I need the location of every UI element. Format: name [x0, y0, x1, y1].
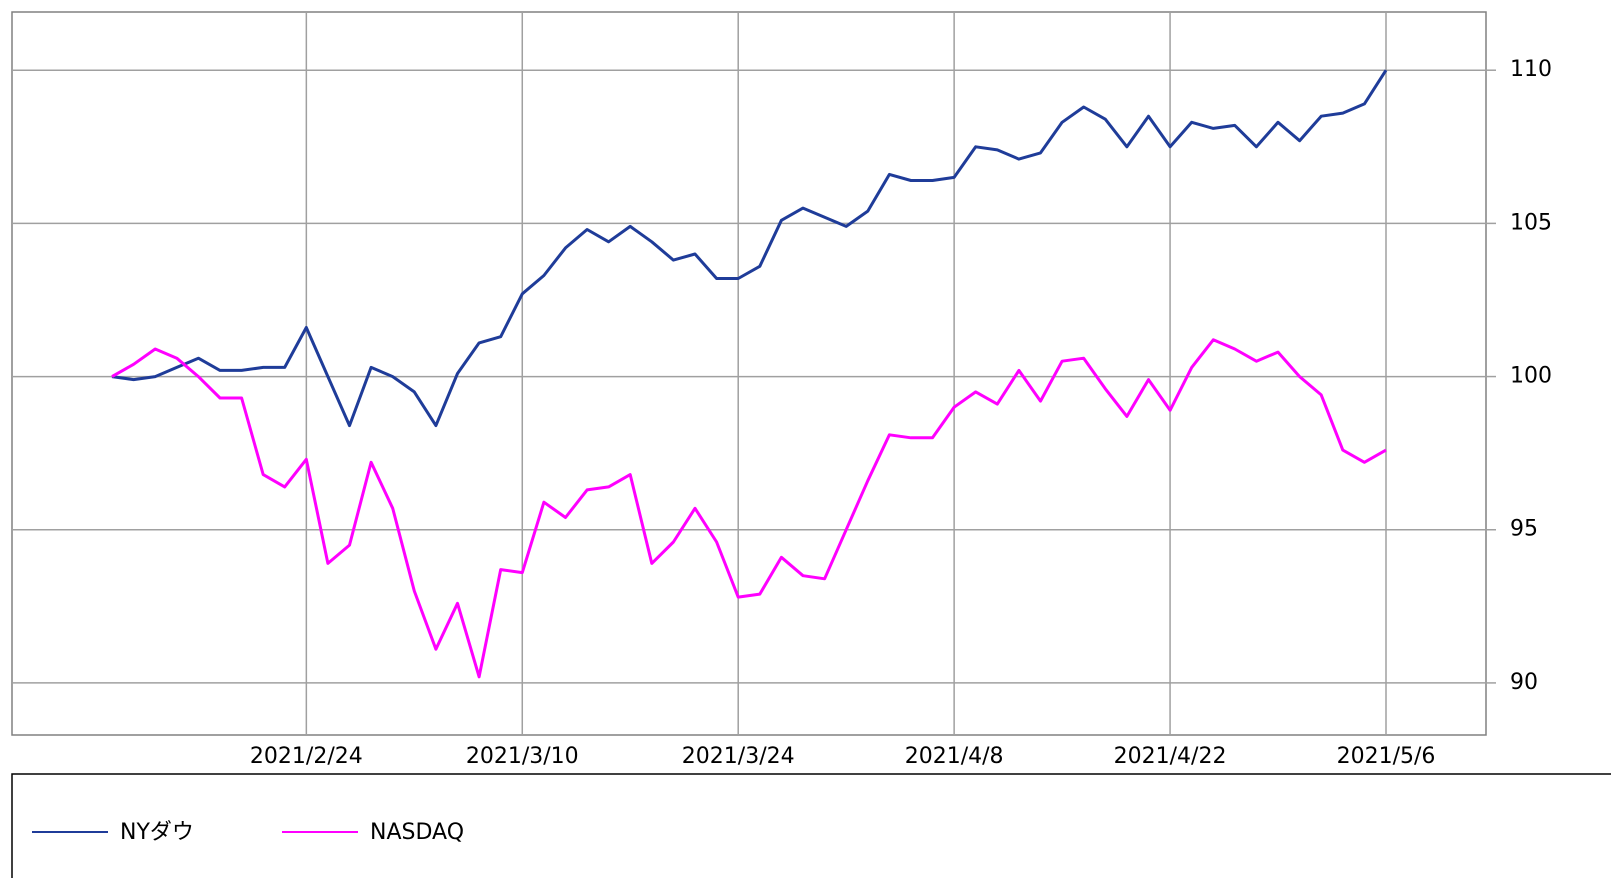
legend-box	[11, 773, 1611, 882]
x-tick-label: 2021/3/24	[682, 744, 795, 769]
y-tick-label: 90	[1510, 670, 1538, 695]
x-tick-label: 2021/4/8	[905, 744, 1004, 769]
series-line	[111, 338, 1387, 679]
x-tick-label: 2021/5/6	[1337, 744, 1436, 769]
x-tick-label: 2021/4/22	[1114, 744, 1227, 769]
y-tick-label: 110	[1510, 57, 1552, 82]
plot-frame	[11, 11, 1487, 736]
legend-label: NYダウ	[120, 820, 194, 845]
legend-label: NASDAQ	[370, 820, 464, 845]
y-tick-label: 100	[1510, 364, 1552, 389]
x-tick-label: 2021/2/24	[250, 744, 363, 769]
x-tick-label: 2021/3/10	[466, 744, 579, 769]
y-tick-label: 95	[1510, 517, 1538, 542]
series-line	[111, 69, 1388, 428]
y-tick-label: 105	[1510, 210, 1552, 235]
